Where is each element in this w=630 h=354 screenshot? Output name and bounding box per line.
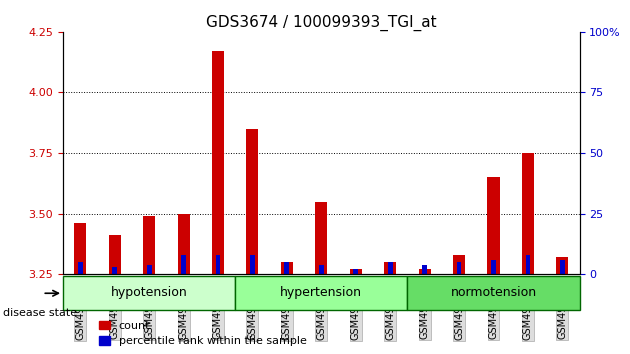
Bar bbox=[78, 262, 83, 274]
Bar bbox=[147, 264, 151, 274]
Bar bbox=[319, 264, 324, 274]
Bar bbox=[453, 255, 465, 274]
Bar bbox=[422, 264, 427, 274]
Bar bbox=[246, 129, 258, 274]
Bar bbox=[418, 269, 431, 274]
Bar bbox=[522, 153, 534, 274]
Bar bbox=[108, 235, 121, 274]
Bar bbox=[178, 213, 190, 274]
Bar bbox=[556, 257, 568, 274]
Bar bbox=[384, 262, 396, 274]
Bar bbox=[181, 255, 186, 274]
Bar bbox=[491, 260, 496, 274]
Bar bbox=[212, 51, 224, 274]
Bar bbox=[408, 276, 580, 310]
Text: hypertension: hypertension bbox=[280, 286, 362, 299]
Title: GDS3674 / 100099393_TGI_at: GDS3674 / 100099393_TGI_at bbox=[206, 14, 437, 30]
Bar bbox=[112, 267, 117, 274]
Bar bbox=[74, 223, 86, 274]
Legend: count, percentile rank within the sample: count, percentile rank within the sample bbox=[94, 316, 311, 351]
Bar bbox=[315, 201, 328, 274]
Bar bbox=[250, 255, 255, 274]
Bar bbox=[350, 269, 362, 274]
Text: disease state: disease state bbox=[3, 308, 77, 318]
Bar bbox=[285, 262, 289, 274]
Bar bbox=[281, 262, 293, 274]
Bar bbox=[353, 269, 358, 274]
Bar bbox=[63, 276, 235, 310]
Bar bbox=[215, 255, 220, 274]
Bar bbox=[560, 260, 564, 274]
Text: normotension: normotension bbox=[450, 286, 537, 299]
Bar bbox=[525, 255, 530, 274]
Text: hypotension: hypotension bbox=[111, 286, 188, 299]
Bar bbox=[488, 177, 500, 274]
Bar bbox=[388, 262, 392, 274]
Bar bbox=[143, 216, 155, 274]
Bar bbox=[235, 276, 408, 310]
Bar bbox=[457, 262, 461, 274]
